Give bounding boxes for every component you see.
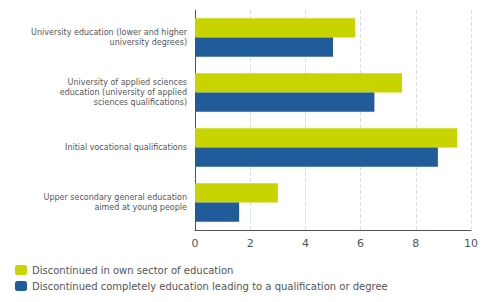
svg-text:University education (lower an: University education (lower and higher [31,28,188,37]
svg-text:Upper secondary general educat: Upper secondary general education [44,193,187,202]
svg-text:aimed at young people: aimed at young people [94,203,187,212]
svg-text:Initial vocational qualificati: Initial vocational qualifications [65,143,187,152]
svg-text:6: 6 [357,237,364,250]
svg-text:2: 2 [247,237,254,250]
svg-text:education (university of appli: education (university of applied [60,88,187,97]
svg-text:8: 8 [412,237,419,250]
svg-text:Discontinued in own sector of: Discontinued in own sector of education [32,265,233,276]
svg-text:University of applied sciences: University of applied sciences [68,78,187,87]
svg-text:10: 10 [464,237,478,250]
svg-text:Discontinued completely educat: Discontinued completely education leadin… [32,281,388,292]
svg-text:university degrees): university degrees) [110,38,187,47]
svg-text:0: 0 [192,237,199,250]
svg-text:sciences qualifications): sciences qualifications) [94,98,187,107]
svg-text:4: 4 [302,237,309,250]
